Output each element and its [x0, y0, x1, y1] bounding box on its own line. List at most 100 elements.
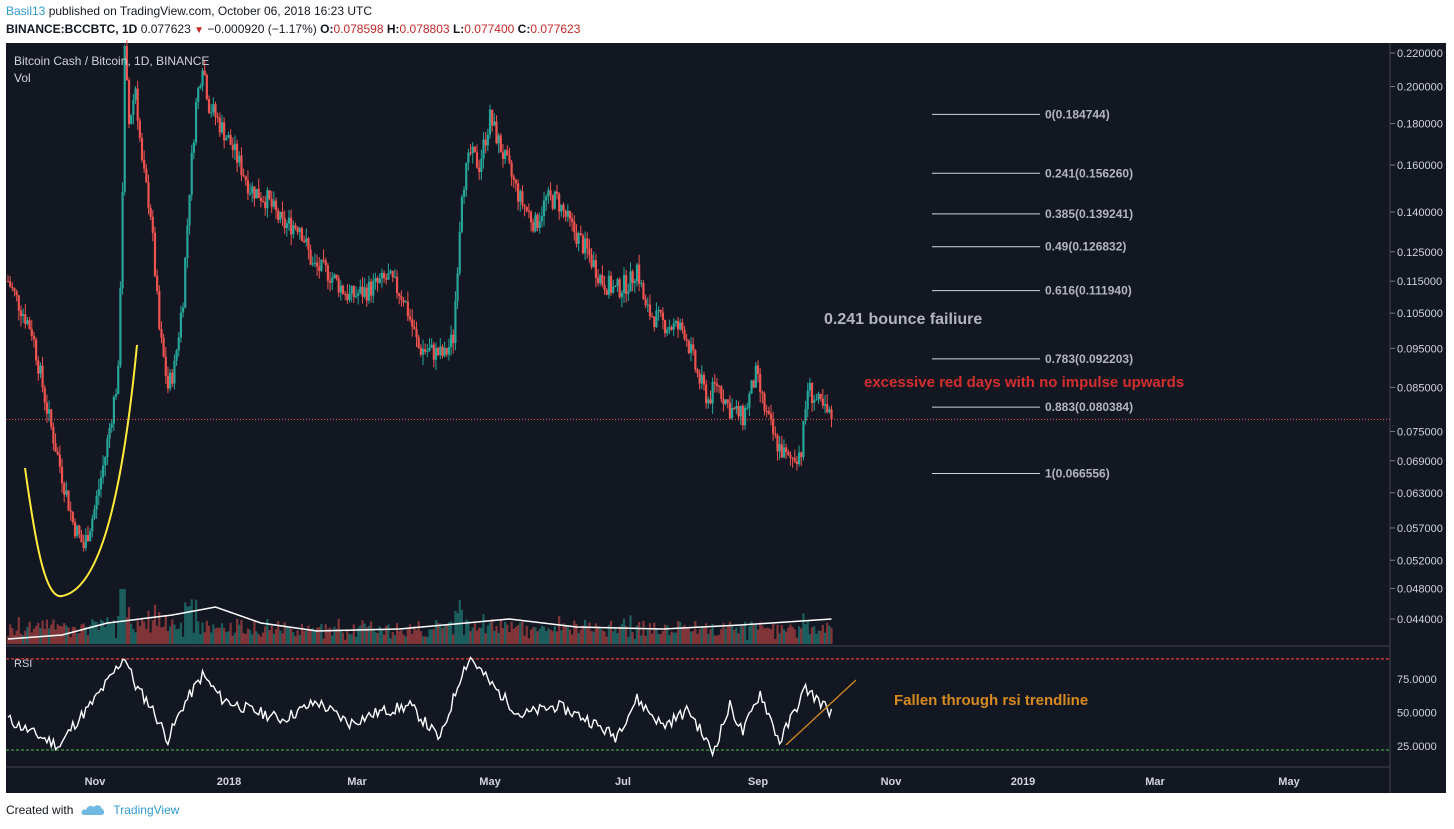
- candle-body: [700, 374, 703, 384]
- volume-bar: [426, 636, 429, 644]
- candle-body: [746, 407, 749, 409]
- volume-bar: [186, 606, 189, 644]
- candle-body: [659, 309, 662, 313]
- candle-body: [197, 88, 200, 102]
- volume-bar: [341, 632, 345, 644]
- rsi-line: [7, 656, 833, 758]
- rsi-tick-label: 75.0000: [1397, 674, 1437, 686]
- candle-body: [285, 223, 288, 229]
- candle-body: [817, 394, 820, 400]
- candle-body: [545, 196, 548, 201]
- candle-body: [78, 525, 81, 535]
- candle-body: [467, 152, 470, 163]
- candle-body: [413, 326, 416, 330]
- candle-body: [445, 347, 448, 355]
- candle-body: [117, 365, 120, 395]
- candle-body: [484, 139, 487, 146]
- chart[interactable]: 0(0.184744) 0.241(0.156260) 0.385(0.139241…: [0, 0, 1454, 800]
- volume-bar: [324, 624, 327, 644]
- candle-body: [728, 402, 732, 419]
- volume-bar: [564, 625, 567, 644]
- volume-bar: [65, 625, 68, 644]
- candle-body: [305, 238, 308, 243]
- candle-body: [158, 291, 161, 330]
- volume-bar: [328, 627, 332, 644]
- candle-body: [264, 201, 267, 209]
- volume-bar: [257, 634, 260, 644]
- volume-bar: [400, 630, 403, 644]
- candle-body: [123, 46, 126, 192]
- volume-bar: [707, 633, 710, 644]
- candle-body: [50, 409, 53, 427]
- candle-body: [581, 235, 585, 254]
- author-link[interactable]: Basil13: [6, 4, 46, 18]
- candle-body: [707, 399, 710, 404]
- volume-bar: [737, 633, 740, 644]
- volume-bar: [800, 628, 803, 644]
- fib-level-label: 0.385(0.139241): [1045, 207, 1133, 221]
- candle-body: [359, 286, 362, 294]
- volume-bar: [192, 632, 195, 644]
- volume-bar: [305, 630, 308, 644]
- volume-bar: [653, 622, 656, 644]
- close-label: C:: [517, 22, 531, 36]
- volume-bar: [114, 638, 118, 644]
- candle-body: [184, 257, 187, 308]
- candle-body: [754, 365, 757, 388]
- volume-bar: [311, 628, 314, 644]
- volume-bar: [789, 624, 792, 644]
- candle-body: [462, 189, 466, 197]
- volume-bar: [156, 625, 159, 644]
- volume-bar: [387, 624, 390, 644]
- candle-body: [441, 346, 444, 356]
- candle-body: [58, 454, 61, 467]
- volume-bar: [166, 630, 170, 644]
- candle-body: [651, 316, 654, 318]
- volume-bar: [376, 632, 379, 644]
- volume-bar: [581, 625, 585, 644]
- volume-bar: [140, 617, 144, 644]
- candle-body: [315, 262, 319, 267]
- candle-body: [318, 266, 321, 271]
- candle-body: [52, 426, 55, 444]
- volume-bar: [689, 631, 693, 644]
- candle-body: [45, 402, 49, 414]
- volume-bar: [71, 626, 74, 644]
- volume-bar: [763, 628, 766, 644]
- candle-body: [428, 347, 431, 351]
- volume-bar: [194, 599, 198, 644]
- volume-bar: [674, 632, 677, 644]
- candles-layer: [6, 40, 833, 552]
- candle-body: [147, 182, 150, 209]
- candle-body: [743, 407, 747, 426]
- candle-body: [290, 217, 293, 235]
- volume-bar: [635, 625, 639, 644]
- candle-body: [501, 152, 505, 159]
- volume-bar: [746, 639, 749, 644]
- volume-bar: [830, 627, 833, 644]
- candle-body: [367, 281, 371, 301]
- candle-body: [620, 293, 623, 298]
- candle-body: [370, 281, 373, 296]
- volume-bar: [344, 639, 347, 644]
- candle-body: [618, 279, 621, 298]
- volume-bar: [705, 623, 708, 644]
- candle-body: [175, 350, 178, 361]
- volume-bar: [452, 634, 455, 644]
- volume-bar: [240, 619, 243, 644]
- tradingview-link[interactable]: TradingView: [113, 803, 180, 817]
- volume-bar: [631, 632, 634, 644]
- candle-body: [759, 374, 762, 393]
- volume-bar: [787, 627, 790, 644]
- candle-body: [274, 200, 278, 211]
- change-value: −0.000920 (−1.17%): [207, 22, 317, 36]
- candle-body: [724, 399, 727, 405]
- candle-body: [6, 281, 10, 283]
- candle-body: [277, 210, 280, 220]
- candle-body: [406, 301, 409, 317]
- candle-body: [233, 143, 237, 151]
- candle-body: [571, 218, 574, 222]
- volume-bar: [778, 633, 781, 644]
- volume-bar: [510, 621, 513, 644]
- volume-bar: [370, 621, 373, 644]
